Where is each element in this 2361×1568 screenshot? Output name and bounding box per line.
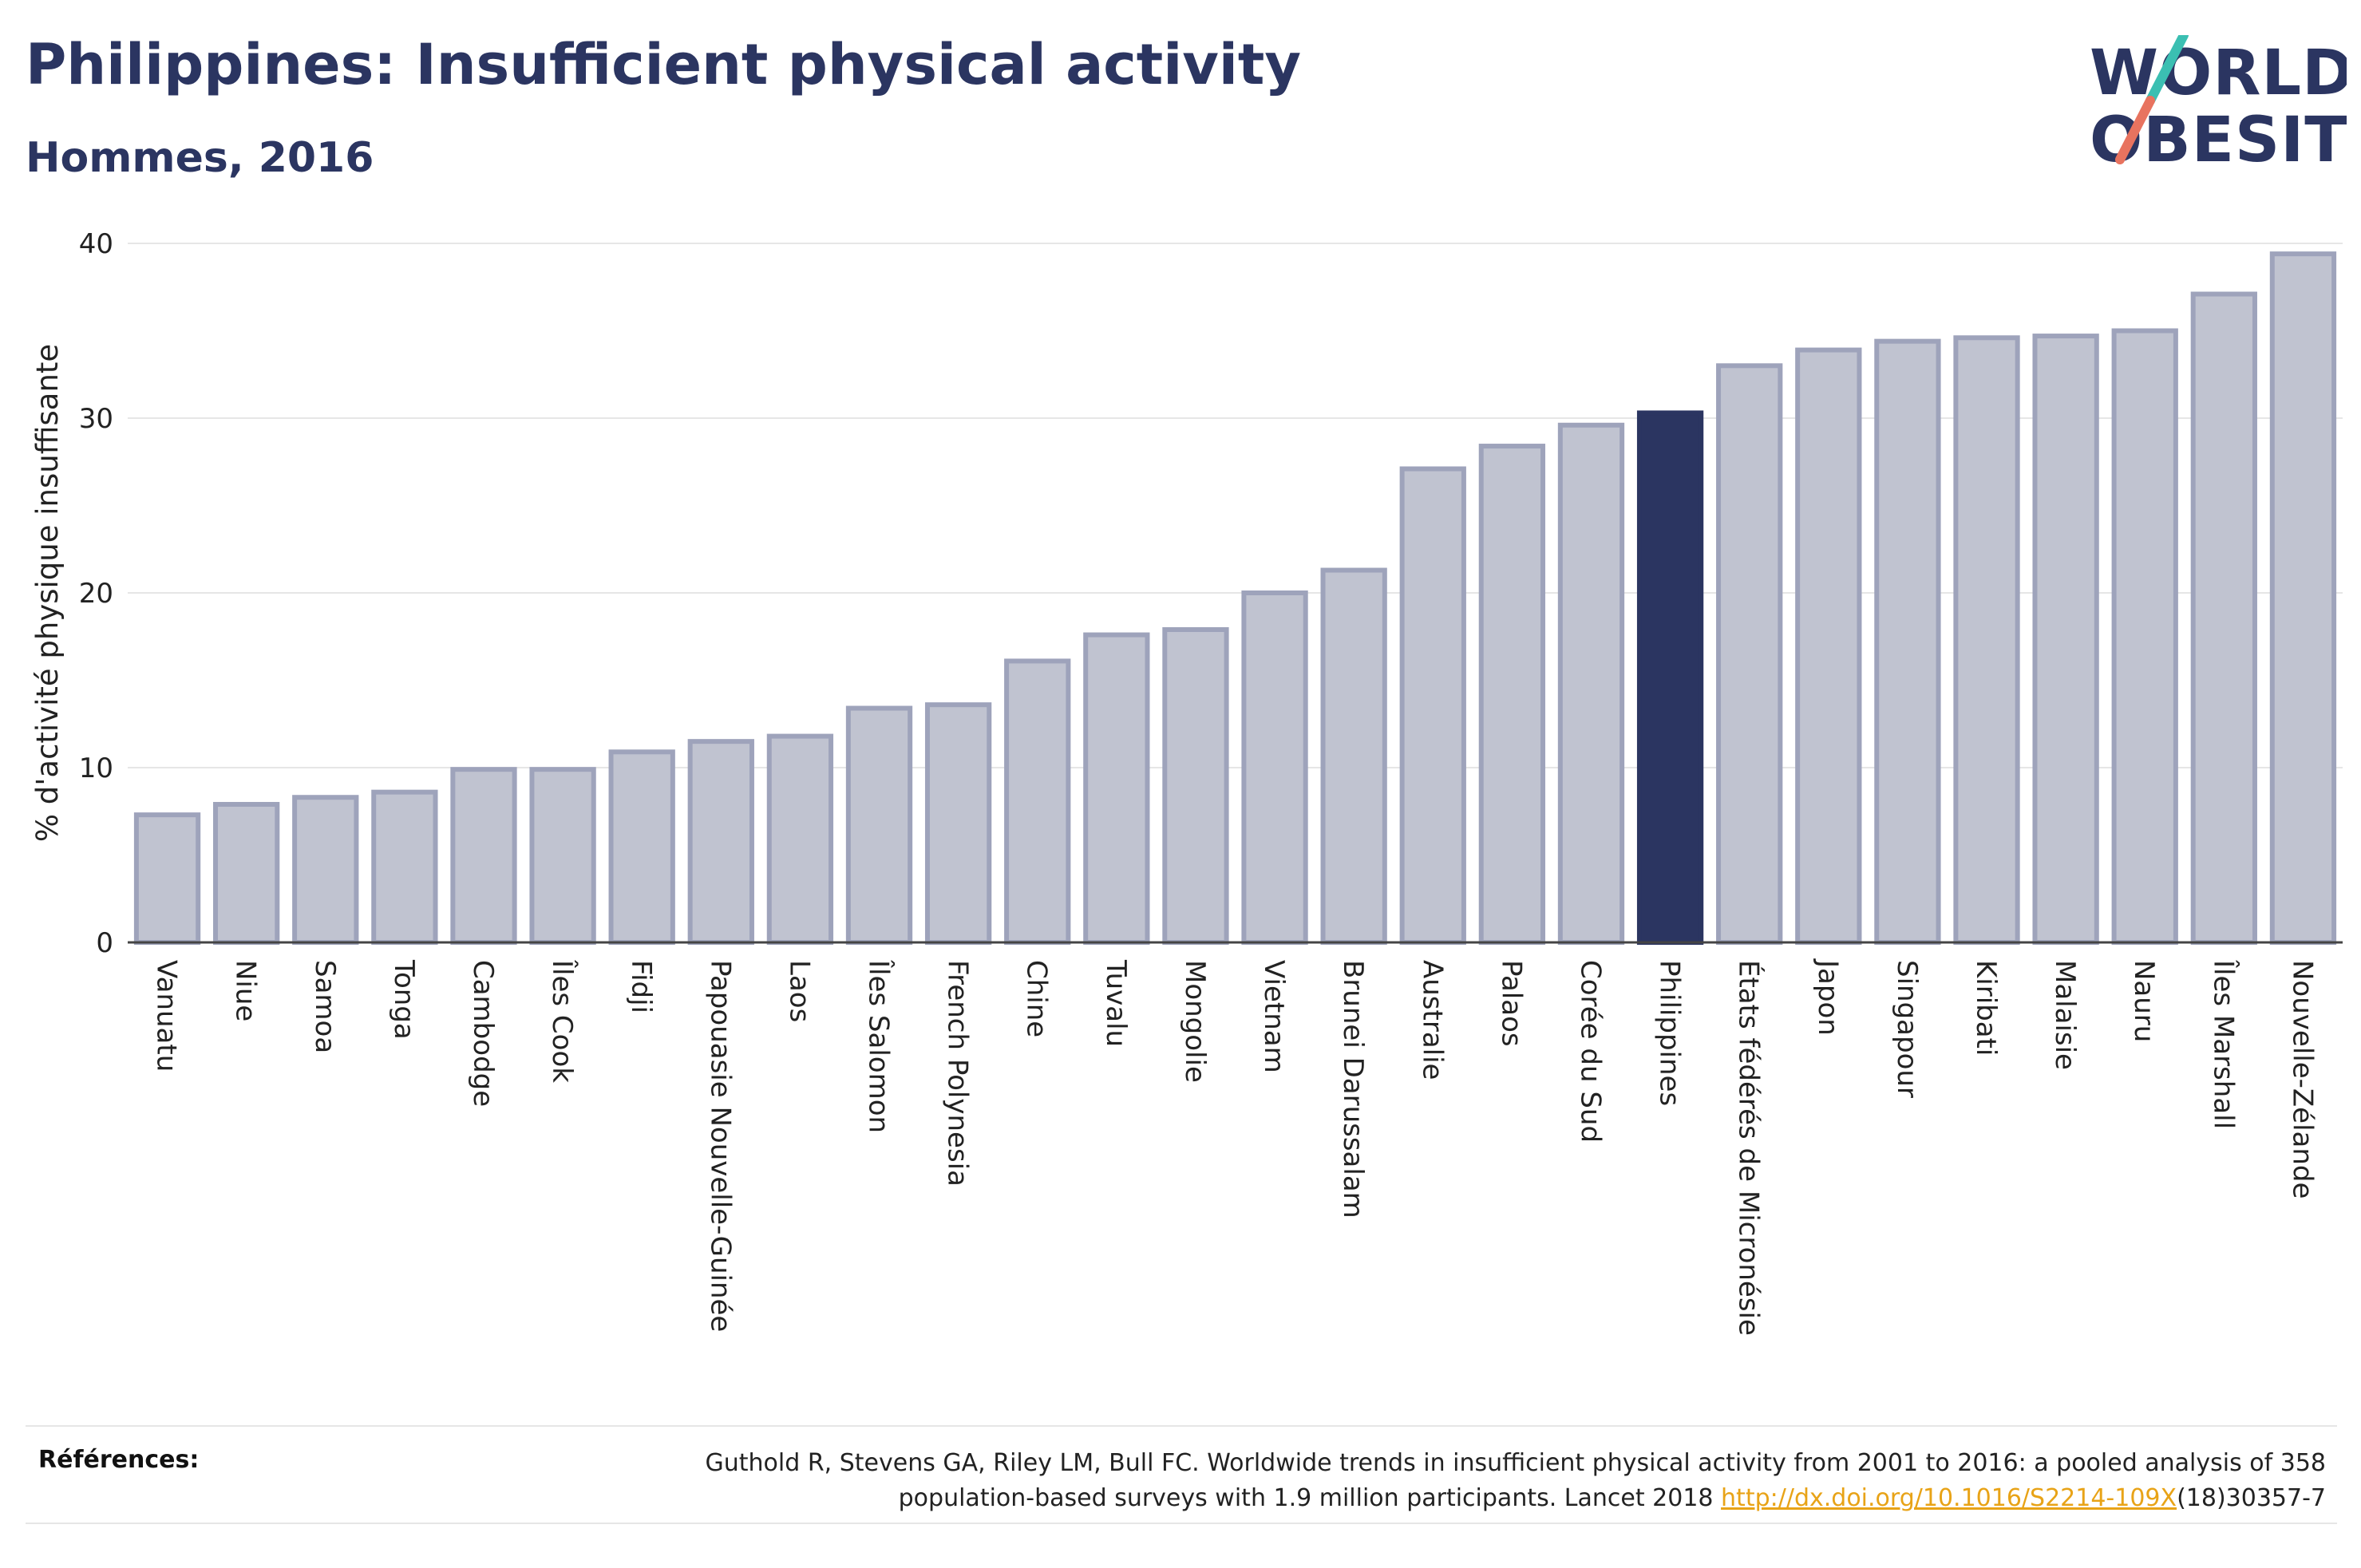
y-tick-label: 30 [79,403,113,435]
bar-états-fédérés-de-micronésie [1716,363,1783,945]
references-doi-link[interactable]: http://dx.doi.org/10.1016/S2214-109X [1721,1484,2177,1512]
x-tick-label: Îles Cook [546,959,579,1083]
bar-corée-du-sud [1557,422,1625,945]
x-tick-label: Vietnam [1258,960,1290,1073]
world-obesity-logo: WORLD OBESITY [2090,35,2347,171]
x-tick-label: Papouasie Nouvelle-Guinée [704,960,736,1332]
references-doi-suffix: (18)30357-7 [2177,1484,2326,1512]
bar-mongolie [1162,626,1229,945]
bar-îles-cook [529,767,596,945]
x-tick-label: Niue [230,960,262,1021]
x-tick-label: Laos [783,960,815,1022]
x-tick-label: Japon [1812,958,1844,1036]
y-axis: 0 10 20 30 40 [79,228,113,959]
bar-cambodge [450,767,517,945]
x-tick-label: Nouvelle-Zélande [2286,960,2318,1199]
logo-slash-bottom [2115,96,2155,164]
x-tick-label: Îles Marshall [2207,959,2240,1129]
bars [133,251,2337,946]
x-tick-label: Brunei Darussalam [1337,960,1369,1218]
bar-chine [1004,658,1071,945]
bar-chart: 0 10 20 30 40 Vanuatu Niue Samoa Tonga Cambodge Î… [30,228,2343,1336]
y-tick-label: 40 [79,228,113,260]
x-tick-label: Tonga [388,959,420,1040]
x-tick-label: Kiribati [1970,960,2002,1056]
bar-singapour [1874,338,1941,945]
bar-malaisie [2032,334,2099,945]
bar-nouvelle-zélande [2269,251,2337,945]
bar-papouasie-nouvelle-guinée [687,739,754,946]
y-tick-label: 10 [79,752,113,784]
y-tick-label: 0 [96,927,113,959]
x-tick-label: Samoa [309,960,341,1053]
bar-laos [766,733,834,946]
x-tick-label: Singapour [1891,960,1923,1098]
bar-australie [1399,466,1466,945]
bar-philippines [1636,410,1704,945]
bar-french-polynesia [924,702,992,945]
x-tick-label: Fidji [625,960,657,1013]
bar-vanuatu [133,812,201,945]
references-divider-top [26,1425,2337,1427]
y-axis-label: % d'activité physique insuffisante [30,344,65,842]
bar-kiribati [1953,335,2020,945]
x-tick-label: Nauru [2128,960,2160,1042]
bar-nauru [2111,328,2178,945]
references-text: Guthold R, Stevens GA, Riley LM, Bull FC… [570,1446,2326,1516]
x-tick-label: Australie [1416,960,1448,1080]
logo-slash-top [2145,35,2189,105]
x-tick-label: Mongolie [1179,960,1211,1083]
bar-tuvalu [1083,632,1150,945]
chart-title: Philippines: Insufficient physical activ… [26,32,1301,97]
x-tick-label: French Polynesia [942,960,974,1187]
x-tick-label: Philippines [1654,960,1686,1106]
x-tick-label: Corée du Sud [1574,960,1606,1143]
x-tick-label: Chine [1021,960,1053,1037]
references-divider-bottom [26,1523,2337,1524]
x-tick-label: Malaisie [2049,960,2081,1070]
bar-tonga [371,789,438,945]
bar-îles-salomon [845,705,913,945]
bar-vietnam [1241,590,1308,945]
references-citation: Guthold R, Stevens GA, Riley LM, Bull FC… [705,1449,2326,1512]
x-tick-label: Palaos [1495,960,1527,1047]
x-tick-label: Vanuatu [151,960,183,1072]
y-tick-label: 20 [79,578,113,610]
x-tick-label: Tuvalu [1100,959,1132,1047]
bar-palaos [1478,444,1546,945]
bar-îles-marshall [2190,291,2257,945]
x-axis: Vanuatu Niue Samoa Tonga Cambodge Îles Cook Fi… [128,941,2343,1336]
bar-fidji [608,749,675,945]
references-label: Références: [38,1446,200,1474]
bar-japon [1795,347,1862,945]
logo-line1: WORLD [2090,38,2347,109]
bar-brunei-darussalam [1320,567,1387,946]
bar-niue [213,801,280,945]
x-tick-label: Îles Salomon [863,959,896,1133]
chart-subtitle: Hommes, 2016 [26,134,374,182]
x-tick-label: États fédérés de Micronésie [1733,960,1766,1336]
x-tick-label: Cambodge [467,960,499,1107]
bar-samoa [292,795,359,945]
